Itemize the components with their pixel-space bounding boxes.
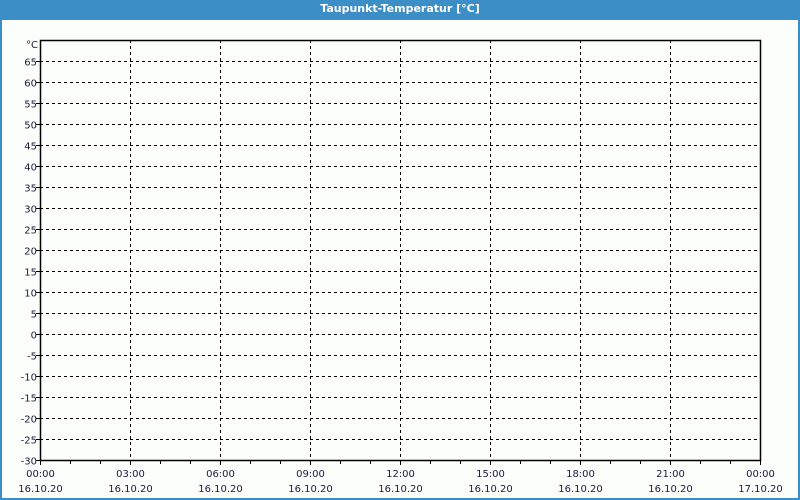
y-tick-label: -20 [21, 415, 37, 426]
x-tick-date: 16.10.20 [378, 484, 423, 495]
y-tick-label: 55 [24, 100, 37, 111]
y-tick-label: 40 [24, 163, 37, 174]
x-tick-time: 21:00 [656, 469, 685, 480]
y-tick-label: 20 [24, 247, 37, 258]
x-tick-time: 12:00 [386, 469, 415, 480]
x-tick-date: 16.10.20 [468, 484, 513, 495]
y-tick-label: 35 [24, 184, 37, 195]
x-tick-time: 09:00 [296, 469, 325, 480]
y-axis-unit: °C [26, 40, 38, 51]
y-tick-label: 30 [24, 205, 37, 216]
x-tick-date: 16.10.20 [648, 484, 693, 495]
chart-title: Taupunkt-Temperatur [°C] [320, 2, 480, 15]
x-tick-time: 06:00 [206, 469, 235, 480]
x-tick-date: 16.10.20 [198, 484, 243, 495]
y-tick-label: 5 [31, 310, 37, 321]
y-tick-label: -30 [21, 457, 37, 468]
x-tick-time: 03:00 [116, 469, 145, 480]
y-tick-label: -25 [21, 436, 37, 447]
x-tick-date: 16.10.20 [108, 484, 153, 495]
x-tick-date: 16.10.20 [18, 484, 63, 495]
x-tick-date: 17.10.20 [738, 484, 783, 495]
y-tick-label: 65 [24, 58, 37, 69]
y-tick-label: 25 [24, 226, 37, 237]
x-tick-time: 00:00 [26, 469, 55, 480]
y-tick-label: 10 [24, 289, 37, 300]
plot-area-border [39, 39, 762, 462]
y-tick-label: -10 [21, 373, 37, 384]
x-tick-time: 00:00 [746, 469, 775, 480]
x-tick-date: 16.10.20 [558, 484, 603, 495]
y-tick-label: 60 [24, 79, 37, 90]
x-tick-time: 15:00 [476, 469, 505, 480]
y-tick-label: 45 [24, 142, 37, 153]
x-tick-date: 16.10.20 [288, 484, 333, 495]
x-tick-time: 18:00 [566, 469, 595, 480]
y-tick-label: 15 [24, 268, 37, 279]
y-tick-label: -15 [21, 394, 37, 405]
y-tick-label: 50 [24, 121, 37, 132]
y-tick-label: 0 [31, 331, 37, 342]
y-tick-label: -5 [27, 352, 37, 363]
